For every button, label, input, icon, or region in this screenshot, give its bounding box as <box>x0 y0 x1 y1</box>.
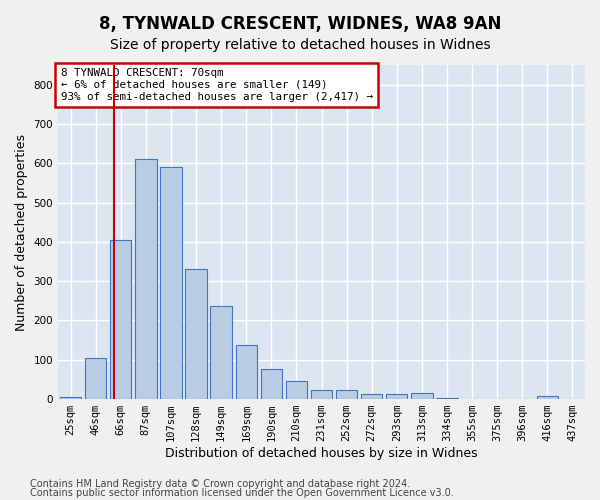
Bar <box>260 369 282 399</box>
Bar <box>386 394 407 399</box>
Bar <box>286 382 307 399</box>
Bar <box>336 390 357 399</box>
Bar <box>436 398 458 399</box>
Bar <box>311 390 332 399</box>
Bar <box>185 270 207 399</box>
Text: 8 TYNWALD CRESCENT: 70sqm
← 6% of detached houses are smaller (149)
93% of semi-: 8 TYNWALD CRESCENT: 70sqm ← 6% of detach… <box>61 68 373 102</box>
Bar <box>536 396 558 399</box>
Bar <box>110 240 131 399</box>
Text: 8, TYNWALD CRESCENT, WIDNES, WA8 9AN: 8, TYNWALD CRESCENT, WIDNES, WA8 9AN <box>99 15 501 33</box>
Bar <box>85 358 106 399</box>
Bar <box>160 167 182 399</box>
Y-axis label: Number of detached properties: Number of detached properties <box>15 134 28 330</box>
Bar <box>411 393 433 399</box>
Bar <box>361 394 382 399</box>
Bar <box>135 158 157 399</box>
Text: Size of property relative to detached houses in Widnes: Size of property relative to detached ho… <box>110 38 490 52</box>
Bar <box>60 397 81 399</box>
Text: Contains HM Land Registry data © Crown copyright and database right 2024.: Contains HM Land Registry data © Crown c… <box>30 479 410 489</box>
X-axis label: Distribution of detached houses by size in Widnes: Distribution of detached houses by size … <box>165 447 478 460</box>
Text: Contains public sector information licensed under the Open Government Licence v3: Contains public sector information licen… <box>30 488 454 498</box>
Bar <box>211 306 232 399</box>
Bar <box>236 345 257 399</box>
